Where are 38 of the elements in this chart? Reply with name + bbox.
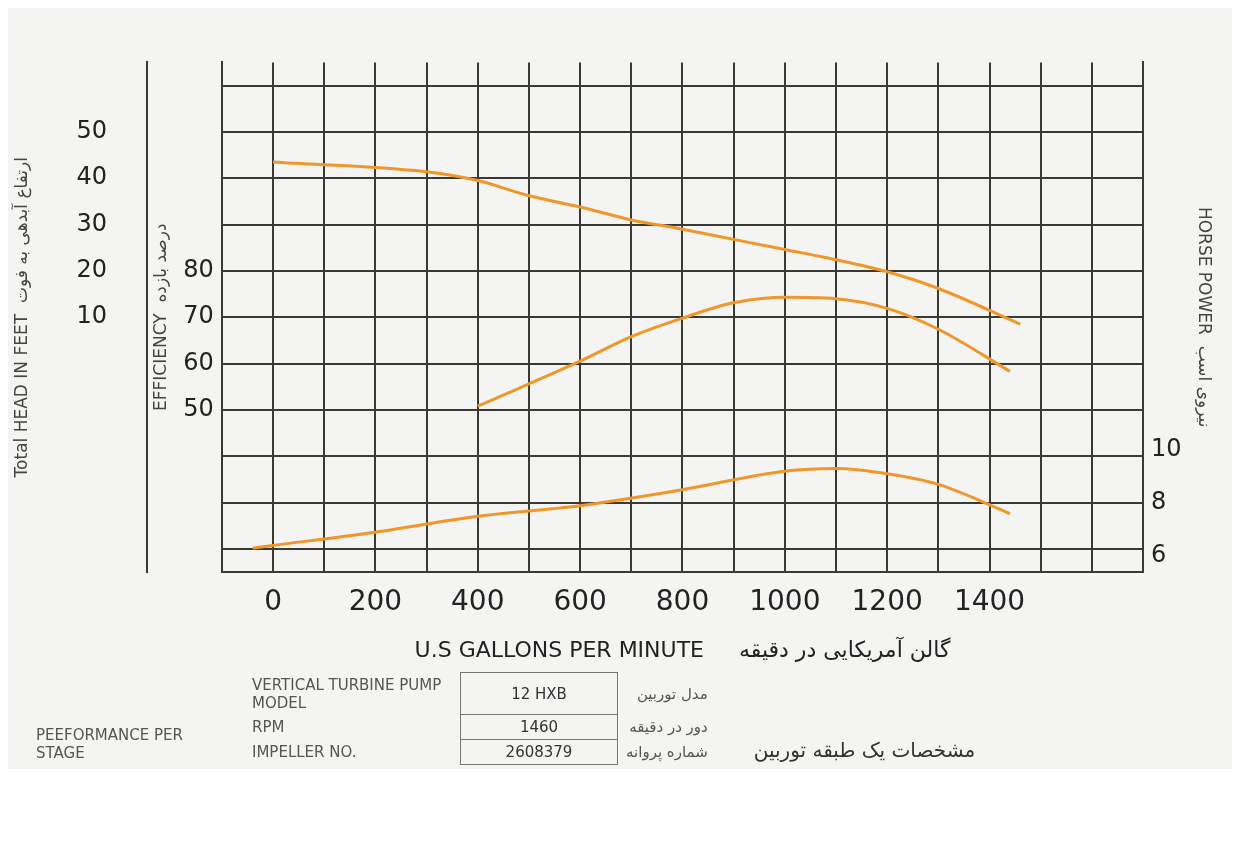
y2-tick-label: 80 [183, 255, 214, 284]
x-tick-label: 0 [264, 584, 282, 618]
x-tick-label: 200 [348, 584, 403, 618]
text: RPM [251, 717, 286, 738]
x-tick-label: 1400 [953, 584, 1026, 618]
text: 1460 [460, 714, 618, 740]
y-axis-title: Total HEAD IN FEET ارتفاع آبدهی به فوت [9, 156, 32, 479]
text: شماره پروانه [625, 742, 709, 764]
text: IMPELLER NO. [251, 742, 358, 763]
text: مدل توربین [635, 683, 709, 705]
line-series [251, 466, 1012, 550]
x-tick-label: 1000 [749, 584, 821, 618]
y-tick-label: 30 [76, 208, 107, 237]
y3-tick-label: 8 [1151, 487, 1167, 516]
y-tick-label: 10 [76, 301, 107, 330]
y2-tick-label: 60 [183, 347, 214, 376]
text: دور در دقیقه [628, 717, 709, 738]
y3-axis-title: HORSE POWER نیروی اسب [1195, 206, 1216, 428]
y-tick-label: 40 [76, 162, 107, 191]
y3-tick-label: 6 [1151, 540, 1167, 569]
y2-tick-label: 50 [183, 394, 214, 423]
x-tick-label: 1200 [851, 584, 923, 618]
y-tick-label: 20 [76, 255, 107, 284]
x-tick-label: 600 [553, 584, 607, 618]
x-tick-label: 800 [655, 584, 710, 618]
line-series [271, 160, 1022, 326]
line-series [476, 295, 1012, 408]
text: VERTICAL TURBINE PUMP MODEL [251, 674, 443, 714]
text: PEEFORMANCE PER STAGE [35, 725, 184, 764]
text: 2608379 [460, 739, 618, 765]
x-tick-label: 400 [451, 584, 505, 618]
y2-axis-title: EFFICIENCY درصد بازده [149, 223, 170, 411]
x-axis-title: U.S GALLONS PER MINUTE گالن آمریکایی در دقیقه [414, 635, 951, 662]
y3-tick-label: 10 [1151, 434, 1182, 463]
y-tick-label: 50 [76, 116, 107, 145]
y2-tick-label: 70 [183, 301, 214, 330]
text: مشخصات یک طبقه توربین [752, 737, 977, 764]
text: 12 HXB [460, 672, 618, 715]
